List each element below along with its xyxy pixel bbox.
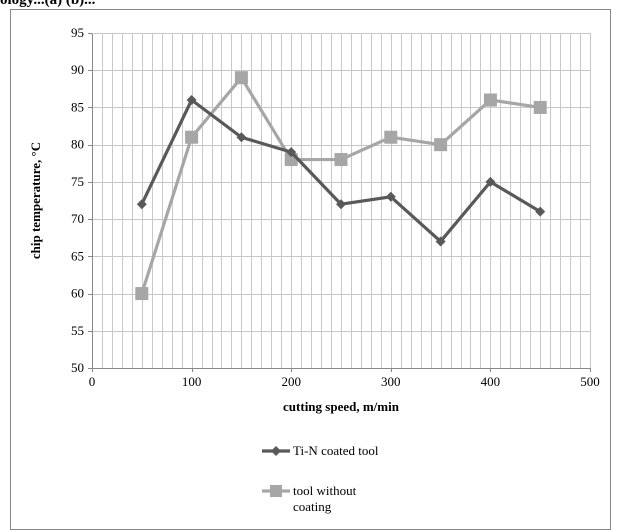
x-tick-label: 0 (89, 374, 96, 389)
x-tick-label: 300 (381, 374, 401, 389)
legend-marker (270, 485, 282, 497)
x-tick-label: 100 (182, 374, 202, 389)
y-tick-label: 60 (71, 286, 84, 301)
y-tick-label: 65 (71, 248, 84, 263)
y-tick-label: 90 (71, 62, 84, 77)
data-point (335, 153, 348, 166)
y-tick-label: 55 (71, 323, 84, 338)
legend-label-line: coating (293, 499, 332, 514)
data-point (484, 94, 497, 107)
legend-label: Ti-N coated tool (293, 443, 379, 458)
y-tick-label: 95 (71, 25, 84, 40)
x-tick-label: 200 (281, 374, 301, 389)
x-axis-title: cutting speed, m/min (283, 399, 400, 414)
y-tick-label: 75 (71, 174, 84, 189)
y-tick-label: 50 (71, 360, 84, 375)
data-point (135, 287, 148, 300)
y-axis-title: chip temperature, °C (28, 142, 43, 259)
data-point (434, 138, 447, 151)
y-tick-label: 70 (71, 211, 84, 226)
data-point (235, 71, 248, 84)
data-point (185, 131, 198, 144)
data-point (384, 131, 397, 144)
y-tick-label: 80 (71, 137, 84, 152)
y-tick-label: 85 (71, 99, 84, 114)
data-point (534, 101, 547, 114)
legend-label-line: tool without (293, 483, 357, 498)
x-tick-label: 500 (580, 374, 600, 389)
x-tick-label: 400 (481, 374, 501, 389)
